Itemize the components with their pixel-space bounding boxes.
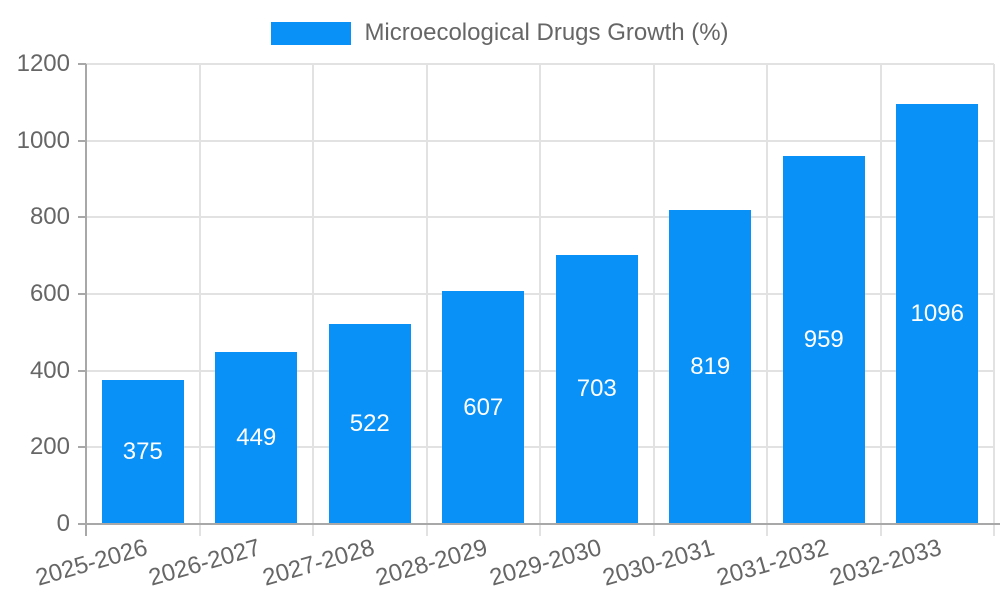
x-axis-tick: [652, 524, 655, 536]
y-axis-tick-label: 0: [56, 510, 70, 537]
v-gridline: [766, 64, 768, 524]
y-axis-tick-label: 400: [29, 356, 70, 384]
bar-value-label: 449: [236, 423, 277, 451]
bar[interactable]: [215, 351, 298, 523]
bar-value-label: 522: [349, 409, 390, 437]
x-axis-tick: [539, 524, 541, 536]
v-gridline: [539, 64, 541, 524]
v-gridline: [312, 64, 314, 524]
x-axis-tick: [198, 524, 201, 536]
y-axis-tick-label: 200: [29, 433, 70, 461]
x-axis-tick: [766, 524, 768, 536]
legend[interactable]: Microecological Drugs Growth (%): [0, 16, 1000, 50]
y-axis-tick: [78, 63, 86, 65]
bar[interactable]: [101, 380, 184, 523]
legend-swatch-icon: [271, 21, 352, 45]
bar[interactable]: [782, 156, 865, 523]
y-axis-tick: [78, 139, 86, 142]
bar[interactable]: [896, 103, 979, 523]
y-axis-tick: [78, 369, 86, 372]
x-axis-tick: [425, 524, 428, 536]
v-gridline: [198, 64, 201, 524]
y-axis-tick-label: 1000: [16, 126, 70, 154]
x-axis-tick: [312, 524, 314, 536]
bar[interactable]: [669, 210, 752, 523]
bar-value-label: 703: [576, 375, 617, 403]
x-axis-line: [85, 523, 1000, 525]
bar[interactable]: [555, 254, 638, 523]
v-gridline: [879, 64, 882, 524]
v-gridline: [652, 64, 655, 524]
bar-value-label: 959: [803, 326, 844, 354]
y-axis-tick-label: 600: [29, 280, 70, 307]
x-axis-tick: [879, 524, 882, 536]
bar[interactable]: [328, 323, 411, 523]
y-axis-tick-label: 1200: [16, 50, 70, 77]
y-axis-line: [85, 64, 87, 536]
bar-value-label: 819: [690, 353, 731, 381]
y-axis-tick: [78, 293, 86, 295]
y-axis-tick: [78, 446, 86, 449]
y-axis-tick-label: 800: [29, 203, 70, 231]
bar[interactable]: [442, 291, 525, 523]
y-axis-tick: [78, 523, 86, 525]
bar-value-label: 375: [122, 438, 163, 466]
y-axis-tick: [78, 216, 86, 219]
v-gridline: [425, 64, 428, 524]
legend-label: Microecological Drugs Growth (%): [364, 19, 729, 46]
v-gridline: [993, 64, 995, 524]
bar-value-label: 1096: [910, 299, 964, 327]
bar-value-label: 607: [463, 393, 504, 421]
x-axis-tick: [993, 524, 995, 536]
